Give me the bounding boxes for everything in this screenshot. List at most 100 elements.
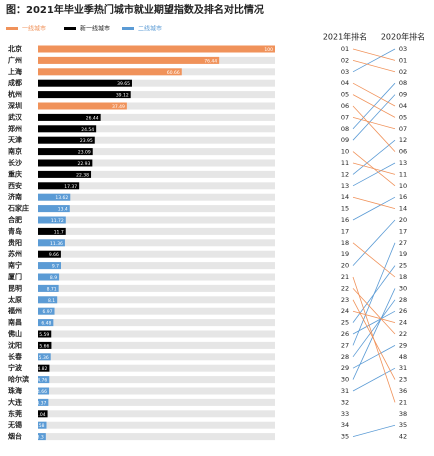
rank-2020: 08 — [399, 79, 407, 87]
city-label: 南昌 — [8, 318, 22, 327]
bar-track — [38, 239, 275, 247]
value-label: 5.36 — [39, 355, 49, 361]
value-label: 13.4 — [58, 207, 68, 213]
bar — [38, 56, 220, 64]
bar-track — [38, 250, 275, 258]
value-label: 8.9 — [50, 275, 57, 281]
rank-link — [352, 94, 396, 141]
rank-link — [352, 299, 396, 358]
rank-2020: 13 — [399, 159, 407, 167]
bar — [38, 91, 131, 99]
rank-2021: 12 — [341, 170, 349, 178]
rank-link — [352, 48, 396, 61]
bar — [38, 159, 93, 167]
city-label: 大连 — [8, 397, 23, 406]
rank-2021: 20 — [341, 262, 349, 270]
value-label: 9.66 — [49, 252, 59, 258]
city-label: 东莞 — [8, 409, 22, 418]
rank-2021: 34 — [341, 421, 349, 429]
value-label: 4.66 — [37, 389, 47, 395]
bar — [38, 330, 52, 338]
city-label: 珠海 — [8, 386, 22, 395]
bar — [38, 79, 132, 87]
bar-track — [38, 433, 275, 441]
rank-link — [352, 367, 396, 392]
value-label: 100 — [264, 47, 273, 53]
rank-2021: 26 — [341, 330, 349, 338]
bar-track — [38, 125, 275, 133]
city-label: 无锡 — [7, 420, 22, 429]
bar — [38, 319, 54, 327]
rank-link — [352, 424, 396, 437]
bar — [38, 182, 80, 190]
rank-2021: 06 — [341, 102, 349, 110]
rank-2021: 03 — [341, 68, 349, 76]
rank-2021: 33 — [341, 410, 349, 418]
rank-link — [352, 265, 396, 323]
rank-2021: 29 — [341, 364, 349, 372]
rank-2020: 48 — [399, 353, 407, 361]
rank-link — [352, 162, 396, 187]
rank-2020: 31 — [399, 364, 407, 372]
bar — [38, 193, 71, 201]
city-label: 南宁 — [8, 261, 22, 270]
rank-2021: 19 — [341, 250, 349, 258]
rank-2021: 30 — [341, 376, 349, 384]
rank-2020: 25 — [399, 262, 407, 270]
bar — [38, 250, 61, 258]
rank-2020: 12 — [399, 136, 407, 144]
rank-2020: 14 — [399, 205, 407, 213]
rank-2021: 27 — [341, 341, 349, 349]
value-label: 5.59 — [39, 332, 49, 338]
rank-2021: 04 — [341, 79, 349, 87]
rank-2021: 16 — [341, 216, 349, 224]
bar-track — [38, 330, 275, 338]
rank-link — [352, 151, 396, 187]
bar — [38, 307, 55, 315]
rank-2021: 09 — [341, 136, 349, 144]
bar — [38, 205, 70, 213]
bar — [38, 387, 50, 395]
city-label: 武汉 — [8, 112, 23, 121]
bar-track — [38, 170, 275, 178]
rank-link — [352, 105, 396, 152]
legend-swatch — [6, 27, 18, 30]
legend-label: 一线城市 — [22, 25, 46, 33]
rank-2020-header: 2020年排名 — [381, 32, 425, 42]
rank-2020: 24 — [399, 319, 407, 327]
bar-track — [38, 398, 275, 406]
city-label: 佛山 — [7, 329, 22, 338]
value-label: 23.09 — [78, 150, 91, 156]
rank-2020: 28 — [399, 296, 407, 304]
rank-2020: 09 — [399, 91, 407, 99]
legend-label: 新一线城市 — [80, 25, 110, 33]
rank-2021: 28 — [341, 353, 349, 361]
city-label: 郑州 — [8, 124, 22, 133]
bar-track — [38, 341, 275, 349]
rank-2020: 18 — [399, 273, 407, 281]
value-label: 6.48 — [41, 321, 51, 327]
rank-2021: 25 — [341, 319, 349, 327]
rank-2020: 23 — [399, 376, 407, 384]
rank-2021: 23 — [341, 296, 349, 304]
bar-track — [38, 284, 275, 292]
city-label: 宁波 — [8, 363, 23, 372]
bar-track — [38, 193, 275, 201]
bar-track — [38, 205, 275, 213]
rank-link — [352, 196, 396, 221]
city-label: 合肥 — [7, 215, 22, 224]
bar-track — [38, 148, 275, 156]
legend-label: 二线城市 — [138, 25, 162, 33]
rank-link — [352, 288, 396, 380]
rank-2020: 27 — [399, 239, 407, 247]
value-label: 8.1 — [48, 298, 55, 304]
city-label: 广州 — [8, 55, 22, 64]
rank-2021: 17 — [341, 227, 349, 235]
rank-2021: 18 — [341, 239, 349, 247]
value-label: 5.66 — [39, 343, 49, 349]
bar — [38, 364, 50, 372]
bar-track — [38, 376, 275, 384]
rank-link — [352, 60, 396, 73]
value-label: 4.37 — [36, 400, 46, 406]
rank-2020: 36 — [399, 387, 407, 395]
